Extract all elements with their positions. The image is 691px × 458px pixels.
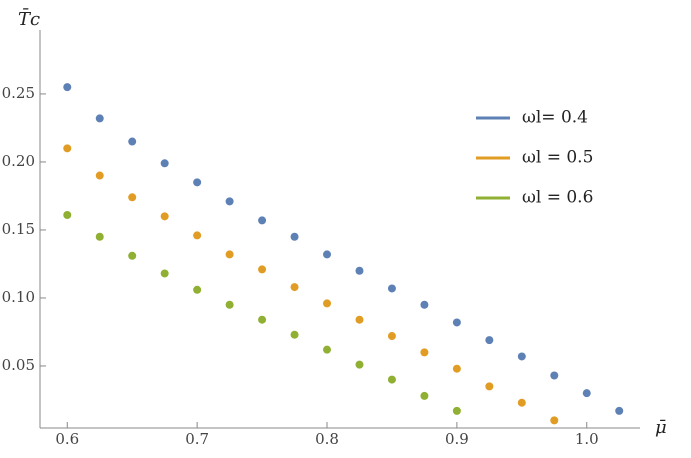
- point: [615, 406, 624, 415]
- point: [225, 197, 234, 206]
- point: [193, 231, 202, 240]
- point: [517, 352, 526, 361]
- point: [128, 137, 137, 146]
- point: [420, 391, 429, 400]
- y-tick-label: 0.25: [2, 84, 35, 102]
- y-tick-label: 0.10: [2, 288, 35, 306]
- x-axis-label: μ̄: [655, 417, 667, 438]
- x-tick-label: 0.8: [315, 430, 339, 448]
- point: [323, 250, 332, 259]
- legend-label: ωl = 0.5: [522, 148, 593, 168]
- legend-label: ωl= 0.4: [522, 108, 588, 128]
- point: [290, 232, 299, 241]
- x-tick-label: 0.6: [55, 430, 79, 448]
- point: [323, 345, 332, 354]
- point: [582, 389, 591, 398]
- point: [290, 330, 299, 339]
- legend-label: ωl = 0.6: [522, 188, 593, 208]
- point: [387, 332, 396, 341]
- point: [160, 269, 169, 278]
- point: [225, 300, 234, 309]
- point: [452, 406, 461, 415]
- y-tick-label: 0.05: [2, 356, 35, 374]
- point: [355, 266, 364, 275]
- point: [160, 159, 169, 168]
- x-tick-label: 0.7: [185, 430, 209, 448]
- point: [95, 232, 104, 241]
- point: [258, 315, 267, 324]
- point: [420, 300, 429, 309]
- x-tick-label: 1.0: [575, 430, 599, 448]
- point: [63, 210, 72, 219]
- y-axis-label: T̄c: [18, 7, 40, 30]
- point: [290, 283, 299, 292]
- point: [258, 216, 267, 225]
- point: [420, 348, 429, 357]
- point: [485, 336, 494, 345]
- point: [193, 178, 202, 187]
- point: [387, 284, 396, 293]
- point: [485, 382, 494, 391]
- point: [387, 375, 396, 384]
- point: [95, 171, 104, 180]
- y-tick-label: 0.15: [2, 220, 35, 238]
- point: [225, 250, 234, 259]
- point: [550, 416, 559, 425]
- point: [95, 114, 104, 123]
- point: [63, 144, 72, 153]
- point: [550, 371, 559, 380]
- point: [258, 265, 267, 274]
- point: [193, 285, 202, 294]
- point: [517, 398, 526, 407]
- point: [128, 193, 137, 202]
- point: [160, 212, 169, 221]
- point: [63, 83, 72, 92]
- point: [452, 364, 461, 373]
- point: [323, 299, 332, 308]
- x-tick-label: 0.9: [445, 430, 469, 448]
- point: [128, 251, 137, 260]
- point: [452, 318, 461, 327]
- point: [355, 315, 364, 324]
- point: [355, 360, 364, 369]
- y-tick-label: 0.20: [2, 152, 35, 170]
